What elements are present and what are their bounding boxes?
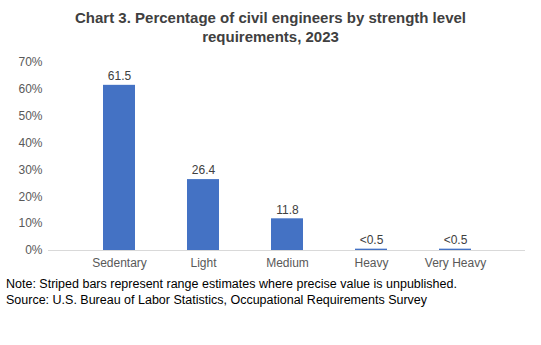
svg-text:<0.5: <0.5	[360, 233, 384, 247]
svg-text:10%: 10%	[18, 216, 42, 230]
svg-text:11.8: 11.8	[276, 203, 299, 217]
svg-text:Heavy: Heavy	[354, 256, 388, 270]
svg-text:Sedentary: Sedentary	[92, 256, 147, 270]
svg-text:<0.5: <0.5	[444, 233, 468, 247]
svg-text:50%: 50%	[18, 109, 42, 123]
svg-text:40%: 40%	[18, 136, 42, 150]
svg-text:Medium: Medium	[266, 256, 309, 270]
svg-text:60%: 60%	[18, 82, 42, 96]
svg-text:30%: 30%	[18, 163, 42, 177]
svg-text:70%: 70%	[18, 55, 42, 69]
svg-text:Light: Light	[190, 256, 217, 270]
html-text:Chart 3. Percentage of civil e: Chart 3. Percentage of civil engineers b…	[75, 9, 466, 45]
html-text:Note: Striped bars represent r: Note: Striped bars represent range estim…	[6, 277, 457, 291]
html-text:Source: U.S. Bureau of Labor S: Source: U.S. Bureau of Labor Statistics,…	[6, 293, 427, 307]
svg-text:26.4: 26.4	[192, 163, 216, 177]
svg-text:61.5: 61.5	[108, 69, 132, 83]
svg-text:Very Heavy: Very Heavy	[425, 256, 486, 270]
svg-text:20%: 20%	[18, 190, 42, 204]
svg-text:0%: 0%	[25, 243, 43, 257]
